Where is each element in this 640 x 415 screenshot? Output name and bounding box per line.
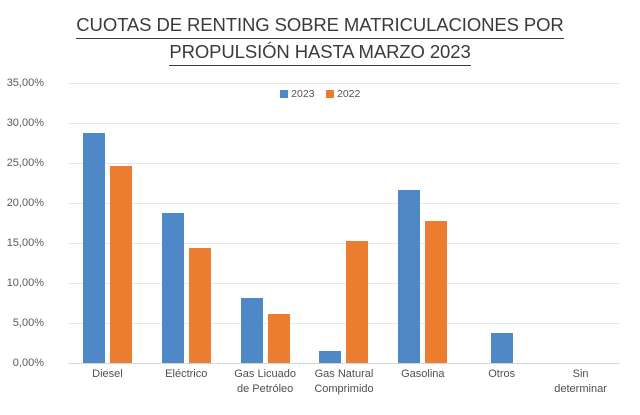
bar-group	[383, 83, 462, 363]
legend-swatch-2022	[325, 90, 334, 98]
legend-label-2023: 2023	[291, 88, 315, 100]
y-axis-tick-label: 0,00%	[12, 357, 44, 369]
bar-2023[interactable]	[490, 332, 513, 363]
chart-title: CUOTAS DE RENTING SOBRE MATRICULACIONES …	[60, 12, 580, 66]
bar-2023[interactable]	[161, 212, 184, 363]
x-axis-tick-label: Eléctrico	[165, 368, 208, 380]
x-axis-tick-label: Gas Licuado de Petróleo	[234, 368, 296, 395]
x-axis-tick-label: Gasolina	[401, 368, 445, 380]
plot-area	[68, 83, 620, 364]
y-axis-tick-label: 35,00%	[6, 77, 44, 89]
chart-title-line-2: PROPULSIÓN HASTA MARZO 2023	[169, 39, 471, 66]
legend-item-2022[interactable]: 2022	[325, 88, 361, 100]
gridline	[68, 243, 620, 244]
bar-group	[305, 83, 384, 363]
gridline	[68, 83, 620, 84]
y-axis-tick-label: 25,00%	[6, 157, 44, 169]
bar-2022[interactable]	[267, 314, 290, 363]
bar-2022[interactable]	[425, 220, 448, 363]
x-axis-tick-label: Otros	[488, 368, 516, 380]
x-axis-tick-label: Diesel	[92, 368, 123, 380]
legend-swatch-2023	[279, 90, 288, 98]
bar-group	[68, 83, 147, 363]
y-axis-tick-label: 15,00%	[6, 237, 44, 249]
y-axis-tick-label: 20,00%	[6, 197, 44, 209]
bar-2023[interactable]	[240, 298, 263, 363]
bar-2022[interactable]	[188, 247, 211, 363]
gridline	[68, 203, 620, 204]
gridline	[68, 163, 620, 164]
bar-2022[interactable]	[346, 240, 369, 363]
bar-group	[226, 83, 305, 363]
x-axis-line	[68, 363, 620, 364]
y-axis-tick-label: 5,00%	[12, 317, 44, 329]
gridline	[68, 123, 620, 124]
bar-2022[interactable]	[109, 166, 132, 363]
x-axis: Diesel Eléctrico Gas Licuado de Petróleo Gas…	[68, 367, 620, 413]
chart-legend: 2023 2022	[0, 88, 640, 100]
bar-group	[147, 83, 226, 363]
bar-2023[interactable]	[398, 190, 421, 363]
x-axis-tick-label: Gas Natural Comprimido	[314, 368, 374, 395]
legend-item-2023[interactable]: 2023	[279, 88, 315, 100]
bar-2023[interactable]	[82, 132, 105, 363]
legend-label-2022: 2022	[337, 88, 361, 100]
gridline	[68, 283, 620, 284]
y-axis-tick-label: 10,00%	[6, 277, 44, 289]
gridline	[68, 323, 620, 324]
bar-group	[541, 83, 620, 363]
chart-title-line-1: CUOTAS DE RENTING SOBRE MATRICULACIONES …	[76, 12, 564, 39]
y-axis: 0,00% 5,00% 10,00% 15,00% 20,00% 25,00% 30,00%…	[7, 77, 620, 369]
x-axis-tick-label: Sin determinar	[554, 368, 607, 395]
bar-2023[interactable]	[319, 351, 342, 363]
y-axis-tick-label: 30,00%	[6, 117, 44, 129]
bar-group	[462, 83, 541, 363]
